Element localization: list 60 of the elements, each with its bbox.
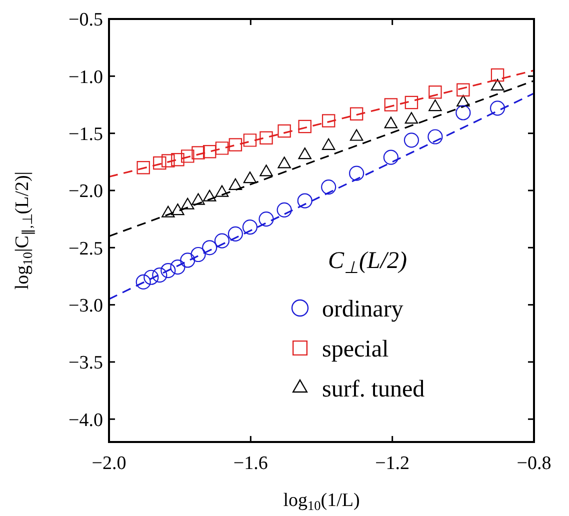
legend-label: ordinary [322, 296, 404, 322]
x-axis-title: log$_{10}$(1/L) [283, 490, 360, 513]
x-tick-label: −0.8 [516, 453, 552, 474]
point [456, 105, 471, 120]
point [153, 156, 166, 170]
point [136, 161, 150, 174]
point [152, 268, 168, 283]
point [202, 145, 216, 158]
point [243, 172, 257, 184]
y-tick-label: −1.0 [68, 66, 103, 88]
point [404, 96, 418, 110]
point [215, 142, 229, 155]
point [322, 114, 336, 128]
point [456, 83, 470, 96]
y-tick-label: −2.5 [68, 238, 103, 260]
point [202, 240, 218, 256]
point [350, 107, 364, 120]
point [384, 98, 398, 112]
point [162, 154, 175, 168]
point [136, 274, 151, 290]
point [192, 146, 205, 160]
point [242, 220, 258, 235]
legend-title: C$_{⊥}$(L/2) [328, 248, 408, 278]
point [228, 226, 243, 242]
point [228, 138, 242, 152]
point [214, 233, 230, 248]
point [170, 260, 186, 275]
x-tick-label: −1.6 [233, 453, 268, 474]
y-tick-label: −1.5 [68, 124, 103, 145]
y-tick-label: −4.0 [68, 410, 103, 431]
point [490, 100, 506, 116]
x-tick-label: −2.0 [92, 453, 126, 474]
point [490, 68, 504, 82]
point [258, 212, 274, 227]
point [298, 120, 312, 134]
point [190, 246, 206, 262]
x-tick-label: −1.2 [375, 453, 410, 474]
point [243, 134, 257, 147]
point [383, 150, 398, 165]
y-tick-label: −0.5 [68, 10, 103, 31]
point [428, 86, 442, 99]
y-tick-label: −3.0 [68, 295, 103, 316]
point [321, 180, 336, 195]
legend-label: surf. tuned [322, 376, 425, 402]
point [181, 150, 194, 163]
legend-label: special [322, 336, 389, 362]
point [349, 166, 364, 181]
point [276, 202, 292, 218]
point [144, 270, 159, 285]
point [297, 193, 312, 208]
point [260, 131, 273, 145]
point [180, 252, 196, 268]
point [160, 262, 176, 278]
point [171, 204, 184, 216]
point [171, 153, 184, 166]
y-tick-label: −3.5 [68, 352, 103, 374]
y-tick-label: −2.0 [68, 181, 103, 202]
point [278, 124, 291, 138]
point [428, 129, 443, 144]
point [404, 132, 420, 148]
